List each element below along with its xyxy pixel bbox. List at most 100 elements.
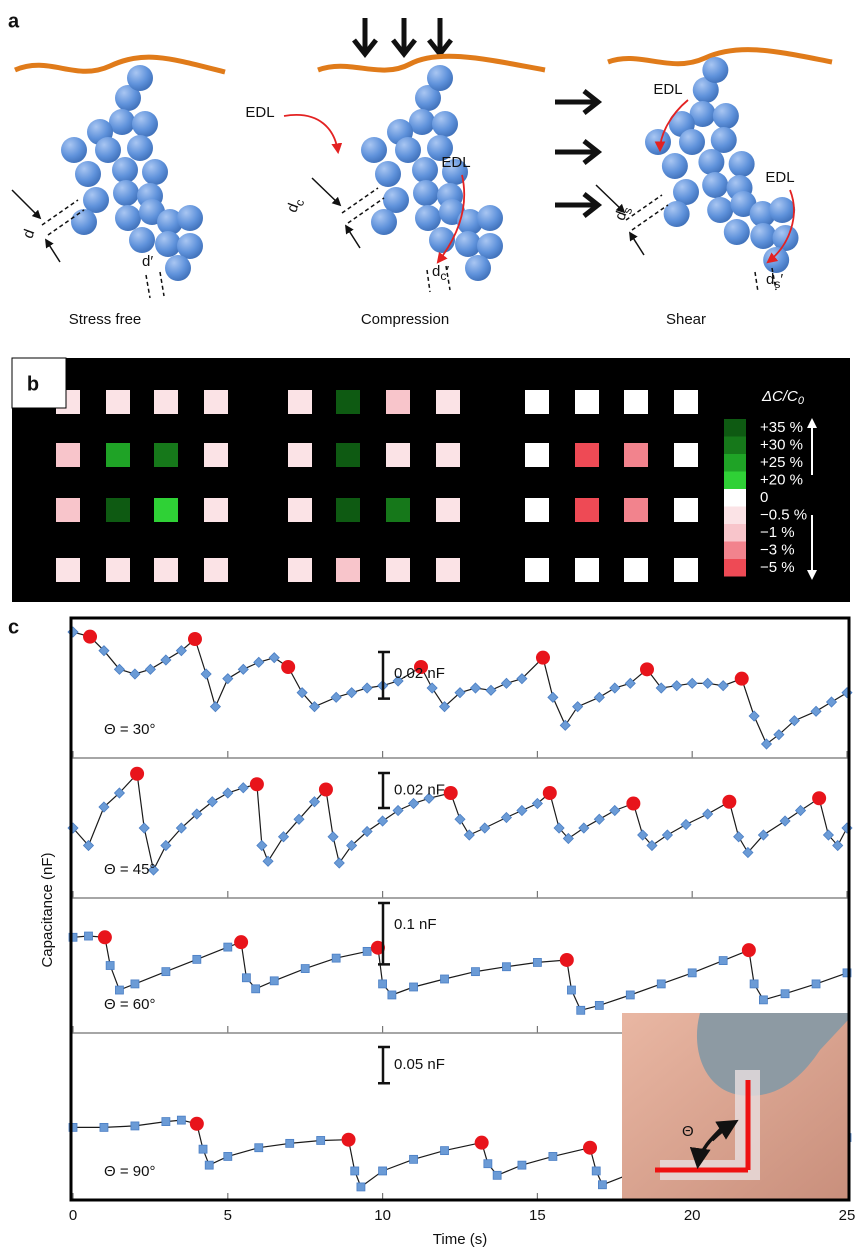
data-point [484,1160,492,1168]
data-point [106,962,114,970]
data-point [238,783,248,793]
panel-label: c [8,616,19,638]
peak-marker [536,651,550,665]
particle [61,137,87,163]
peak-marker [722,795,736,809]
heatmap-cell [575,443,599,467]
data-point [592,1167,600,1175]
heatmap-cell [288,390,312,414]
peak-marker [281,660,295,674]
particle [412,157,438,183]
particle [711,127,737,153]
data-point [388,991,396,999]
caption: Stress free [69,311,142,328]
data-point [242,974,250,982]
data-point [533,958,541,966]
peak-marker [812,791,826,805]
gap-label: ds [612,203,636,223]
particle [465,255,491,281]
particle [127,65,153,91]
label-base: d [766,271,774,288]
heatmap-cell [674,558,698,582]
peak-marker [98,930,112,944]
particle [415,205,441,231]
particle [477,233,503,259]
x-tick-label: 0 [69,1207,77,1224]
data-point [464,830,474,840]
data-point [502,963,510,971]
peak-marker [640,662,654,676]
data-point [317,1136,325,1144]
data-point [131,980,139,988]
heatmap-cell [288,558,312,582]
particle [702,57,728,83]
heatmap-cell [106,443,130,467]
particle [750,223,776,249]
data-point [594,814,604,824]
data-point [656,683,666,693]
heatmap-cell [674,390,698,414]
heatmap-cell [336,443,360,467]
data-point [238,664,248,674]
particle [455,231,481,257]
data-point [749,711,759,721]
scale-label: 0.1 nF [394,916,437,933]
heatmap-cell [624,558,648,582]
particle [383,187,409,213]
angle-label: Θ = 90° [104,1163,155,1180]
data-point [579,823,589,833]
particle [707,197,733,223]
data-point [501,813,511,823]
data-point [703,809,713,819]
legend-label: −0.5 % [760,506,807,523]
data-point [759,996,767,1004]
panel-label: b [27,373,39,395]
gap-arrow [46,240,60,262]
data-point [201,669,211,679]
heatmap-cell [624,498,648,522]
heatmap-cell [204,443,228,467]
heatmap-cell [674,443,698,467]
data-point [409,799,419,809]
panel-label: a [8,10,20,32]
data-point [177,1116,185,1124]
peak-marker [250,777,264,791]
data-point [379,980,387,988]
data-point [493,1171,501,1179]
caption: Compression [361,311,449,328]
edl-label: EDL [245,104,274,121]
data-point [131,1122,139,1130]
data-point [263,856,273,866]
peak-marker [560,953,574,967]
peak-marker [83,630,97,644]
data-point [657,980,665,988]
particle [679,129,705,155]
legend-title-sub: 0 [798,395,805,407]
data-point [410,1155,418,1163]
data-point [139,823,149,833]
label-base: d [20,227,39,241]
heatmap-cell [386,558,410,582]
heatmap-cell [525,390,549,414]
particle [95,137,121,163]
data-point [501,678,511,688]
heatmap-cell [575,498,599,522]
data-point [286,1139,294,1147]
peak-marker [188,632,202,646]
data-point [719,957,727,965]
gap-label: ds′ [766,271,783,291]
gap-arrow [312,178,340,205]
particle [769,197,795,223]
peak-marker [319,783,333,797]
data-point [688,969,696,977]
heatmap-cell [336,390,360,414]
legend-swatch [724,437,746,455]
caption: Shear [666,311,706,328]
heatmap-cell [436,558,460,582]
heatmap-cell [106,498,130,522]
particle [127,135,153,161]
gap-arrow [630,233,644,255]
data-point [827,697,837,707]
heatmap-cell [624,443,648,467]
legend-swatch [724,472,746,490]
